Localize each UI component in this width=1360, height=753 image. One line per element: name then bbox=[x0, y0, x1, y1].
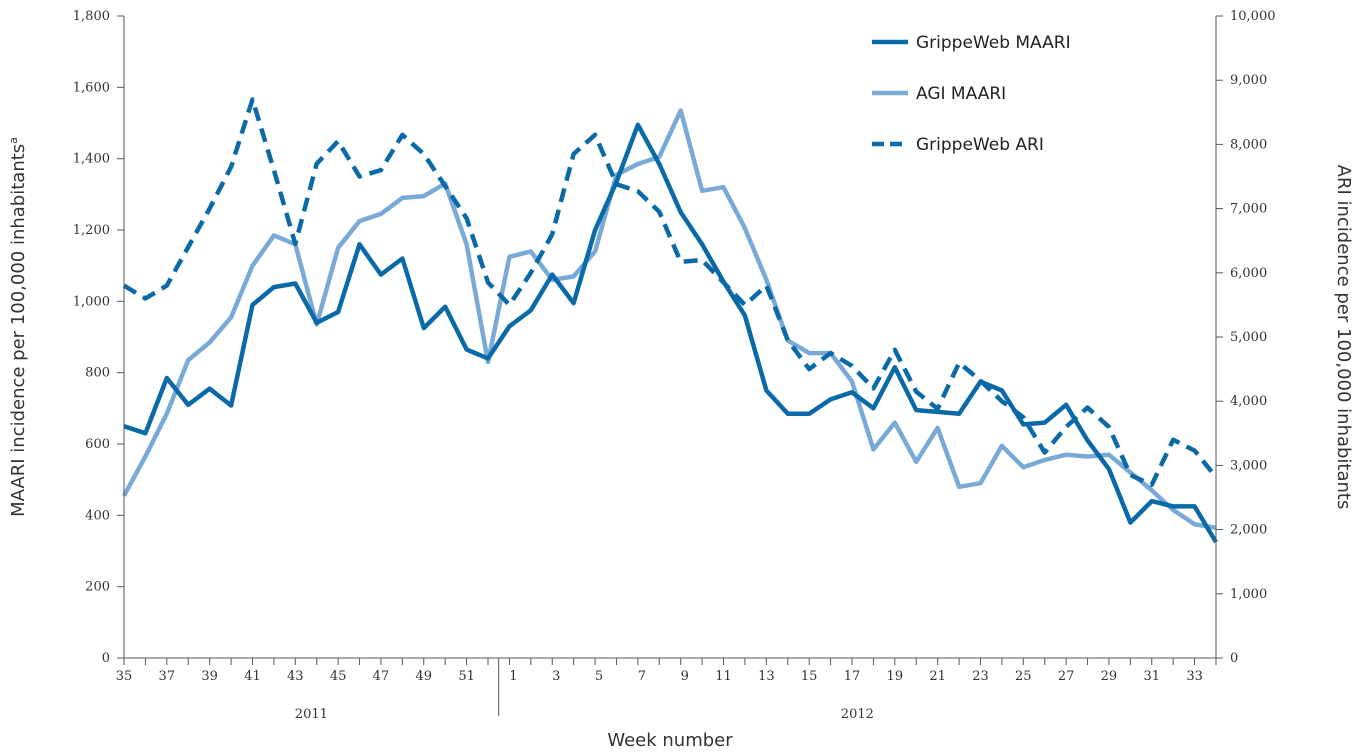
right-y-tick-label: 1,000 bbox=[1230, 587, 1267, 602]
left-y-tick-label: 1,800 bbox=[73, 9, 110, 24]
right-y-tick-label: 4,000 bbox=[1230, 394, 1267, 409]
x-tick-label: 49 bbox=[415, 669, 432, 684]
x-tick-label: 13 bbox=[758, 669, 775, 684]
legend-label-grippeweb-ari: GrippeWeb ARI bbox=[916, 135, 1044, 155]
left-y-tick-label: 1,200 bbox=[73, 223, 110, 238]
left-y-axis-title-superscript: a bbox=[7, 137, 20, 144]
right-y-tick-label: 6,000 bbox=[1230, 266, 1267, 281]
year-label-2011: 2011 bbox=[295, 707, 328, 722]
x-tick-label: 11 bbox=[715, 669, 732, 684]
x-tick-label: 19 bbox=[887, 669, 904, 684]
x-tick-label: 17 bbox=[844, 669, 861, 684]
series-line-agi-maari bbox=[122, 108, 1217, 531]
x-tick-label: 51 bbox=[458, 669, 475, 684]
left-y-tick-label: 1,000 bbox=[73, 294, 110, 309]
year-label-2012: 2012 bbox=[841, 707, 874, 722]
legend: GrippeWeb MAARI AGI MAARI GrippeWeb ARI bbox=[872, 33, 1071, 155]
right-y-tick-label: 0 bbox=[1230, 651, 1238, 666]
x-tick-label: 45 bbox=[330, 669, 347, 684]
x-tick-label: 9 bbox=[681, 669, 689, 684]
legend-label-agi-maari: AGI MAARI bbox=[916, 84, 1006, 104]
x-tick-label: 27 bbox=[1058, 669, 1075, 684]
x-tick-label: 5 bbox=[595, 669, 603, 684]
x-tick-label: 33 bbox=[1186, 669, 1203, 684]
legend-label-grippeweb-maari: GrippeWeb MAARI bbox=[916, 33, 1071, 53]
x-tick-label: 3 bbox=[552, 669, 560, 684]
left-y-tick-label: 0 bbox=[102, 651, 110, 666]
left-y-tick-label: 800 bbox=[85, 366, 110, 381]
x-tick-label: 47 bbox=[373, 669, 390, 684]
right-y-tick-label: 9,000 bbox=[1230, 73, 1267, 88]
right-y-axis-title: ARI incidence per 100,000 inhabitants bbox=[1333, 165, 1354, 510]
left-y-axis-title-text: MAARI incidence per 100,000 inhabitants bbox=[8, 144, 29, 517]
x-tick-label: 23 bbox=[972, 669, 989, 684]
series-line-grippeweb-ari bbox=[122, 97, 1218, 487]
x-tick-label: 1 bbox=[509, 669, 517, 684]
x-tick-label: 7 bbox=[638, 669, 646, 684]
x-tick-label: 43 bbox=[287, 669, 304, 684]
right-y-tick-label: 10,000 bbox=[1230, 9, 1276, 24]
left-y-tick-label: 400 bbox=[85, 508, 110, 523]
plot-area bbox=[122, 97, 1218, 544]
x-tick-label: 31 bbox=[1143, 669, 1160, 684]
left-y-tick-label: 1,400 bbox=[73, 152, 110, 167]
right-y-tick-label: 8,000 bbox=[1230, 137, 1267, 152]
x-tick-label: 25 bbox=[1015, 669, 1032, 684]
left-y-axis-title: MAARI incidence per 100,000 inhabitantsa bbox=[7, 137, 29, 517]
right-y-tick-label: 7,000 bbox=[1230, 202, 1267, 217]
right-y-tick-label: 3,000 bbox=[1230, 458, 1267, 473]
series-line-grippeweb-maari bbox=[123, 122, 1218, 544]
x-tick-label: 15 bbox=[801, 669, 818, 684]
right-y-tick-label: 2,000 bbox=[1230, 523, 1267, 538]
right-y-tick-label: 5,000 bbox=[1230, 330, 1267, 345]
x-tick-label: 37 bbox=[159, 669, 176, 684]
left-y-tick-label: 200 bbox=[85, 580, 110, 595]
left-y-tick-label: 600 bbox=[85, 437, 110, 452]
axes: 0 200 400 600 800 1,000 1,200 1,400 1,600 1,800 0 1… bbox=[73, 9, 1276, 722]
left-y-tick-label: 1,600 bbox=[73, 80, 110, 95]
x-axis-title: Week number bbox=[607, 730, 733, 751]
x-tick-label: 39 bbox=[201, 669, 218, 684]
x-tick-label: 35 bbox=[116, 669, 133, 684]
x-tick-label: 41 bbox=[244, 669, 261, 684]
x-tick-label: 21 bbox=[929, 669, 946, 684]
x-tick-label: 29 bbox=[1101, 669, 1118, 684]
